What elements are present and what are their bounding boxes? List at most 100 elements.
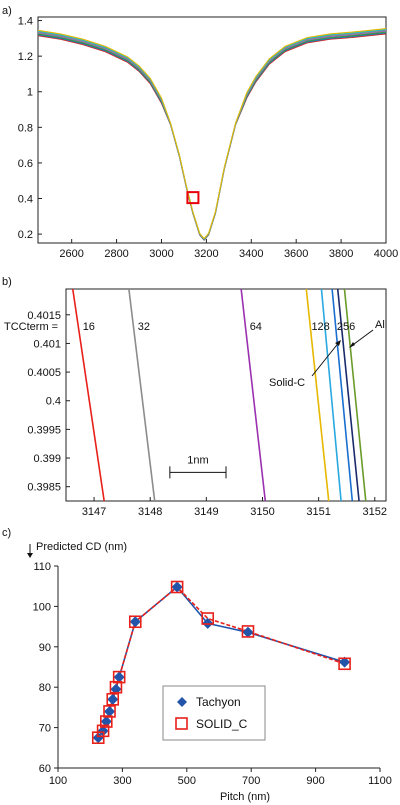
x-tick-label: 3200: [194, 248, 218, 260]
y-tick-label: 0.4015: [27, 310, 61, 322]
legend: Tachyon SOLID_C: [162, 685, 266, 741]
panel-c-series: [91, 580, 351, 745]
x-tick-label: 4000: [374, 248, 398, 260]
data-point-solid-c: [109, 680, 123, 694]
series-line: [37, 29, 387, 240]
y-tick-label: 90: [39, 642, 51, 654]
legend-box: [162, 685, 266, 741]
panel-b-frame: [65, 288, 387, 502]
y-tick-label: 110: [33, 561, 51, 573]
data-point-tachyon: [100, 716, 112, 728]
data-point-tachyon: [107, 693, 119, 705]
y-tick-label: 60: [39, 763, 51, 775]
panel-a-curves: [37, 28, 387, 241]
y-tick-label: 0.399: [33, 453, 61, 465]
data-point-solid-c: [170, 580, 184, 594]
data-point-tachyon: [339, 656, 351, 668]
arrow-all-head: [349, 342, 355, 348]
panel-a-ticks: 2600 2800 3000 3200 3400 3600 3800 4000 0.2 0.4 0.…: [18, 16, 399, 260]
panel-a-label: a): [2, 5, 12, 17]
data-point-tachyon: [97, 725, 109, 737]
line-label: 128: [311, 321, 329, 333]
data-point-solid-c: [100, 715, 113, 728]
series-line: [37, 30, 387, 240]
legend-label-tachyon: Tachyon: [196, 695, 241, 709]
x-tick-label: 300: [113, 775, 131, 787]
y-tick-label: 1.4: [18, 16, 33, 28]
highlight-square: [186, 191, 200, 205]
line-label: 256: [337, 321, 355, 333]
data-point-solid-c: [241, 625, 255, 638]
panel-b-line-labels: 16 32 64 128 256: [83, 321, 356, 333]
series-line: [37, 33, 387, 241]
panel-b-ticks: 3147 3148 3149 3150 3151 3152 0.3985 0.399 0.399…: [27, 310, 387, 518]
x-axis-label: Pitch (nm): [220, 791, 270, 803]
data-point-solid-c: [106, 693, 120, 706]
panel-b-label: b): [2, 276, 12, 288]
y-tick-label: 0.3995: [27, 424, 61, 436]
arrow-solid-c: [311, 340, 341, 377]
x-tick-label: 100: [49, 775, 67, 787]
legend-label-solid-c: SOLID_C: [196, 717, 248, 731]
data-point-solid-c: [112, 670, 126, 684]
x-tick-label: 2800: [104, 248, 128, 260]
x-tick-label: 900: [306, 775, 324, 787]
data-point-tachyon: [104, 705, 116, 717]
series-line: [37, 28, 387, 240]
data-point-tachyon: [113, 671, 125, 683]
y-tick-label: 0.3985: [27, 482, 61, 494]
scale-bar-label: 1nm: [187, 454, 208, 466]
line-label: 64: [250, 321, 262, 333]
panel-b-lines: [71, 288, 367, 502]
y-tick-label: 0.4: [18, 194, 33, 206]
data-point-solid-c: [201, 612, 215, 625]
panel-c-ticks: 100 300 500 700 900 1100 60 70 80 90 100 110: [33, 561, 392, 787]
x-tick-label: 700: [242, 775, 260, 787]
x-tick-label: 3148: [138, 506, 162, 518]
tcc-line: [336, 288, 360, 502]
y-tick-label: 0.4: [46, 396, 61, 408]
tcc-line: [305, 288, 330, 502]
arrow-solid-c-head: [335, 340, 341, 346]
annotation-all: All: [375, 319, 387, 331]
panel-b: b) 3147 3148 3149 3150 3151 3152 0.3985 0.399 0.…: [2, 276, 387, 518]
y-tick-label: 1.2: [18, 51, 33, 63]
x-tick-label: 3800: [329, 248, 353, 260]
tcc-line: [331, 288, 354, 502]
panel-a: a) 2600 2800 3000 3200 3400 3600 3800 4000 0.2 0.…: [2, 5, 398, 260]
data-point-solid-c: [338, 657, 351, 671]
tcc-line: [320, 288, 342, 502]
x-tick-label: 3400: [239, 248, 263, 260]
series-line: [37, 28, 387, 240]
line-label: 16: [83, 321, 95, 333]
tcc-line: [71, 288, 105, 502]
legend-marker-solid-c: [175, 717, 188, 730]
y-tick-label: 0.6: [18, 158, 33, 170]
y-axis-label: Predicted CD (nm): [36, 541, 127, 553]
y-tick-label: 100: [33, 601, 51, 613]
data-point-solid-c: [103, 705, 116, 718]
tcc-line: [240, 288, 267, 502]
x-tick-label: 3000: [149, 248, 173, 260]
panel-a-frame: [37, 16, 387, 244]
y-tick-label: 0.401: [33, 338, 61, 350]
y-tick-label: 1: [27, 87, 33, 99]
x-tick-label: 3150: [250, 506, 274, 518]
y-tick-label: 0.8: [18, 122, 33, 134]
tcc-line: [128, 288, 156, 502]
annotation-solid-c: Solid-C: [269, 377, 305, 389]
x-tick-label: 3600: [284, 248, 308, 260]
x-tick-label: 3149: [194, 506, 218, 518]
x-tick-label: 3151: [306, 506, 330, 518]
x-tick-label: 3147: [82, 506, 106, 518]
x-tick-label: 500: [178, 775, 196, 787]
y-tick-label: 0.4005: [27, 367, 61, 379]
y-tick-label: 80: [39, 682, 51, 694]
x-tick-label: 2600: [59, 248, 83, 260]
line-label: 32: [138, 321, 150, 333]
tccterm-prefix: TCCterm =: [4, 321, 61, 333]
y-tick-label: 70: [39, 723, 51, 735]
x-tick-label: 3152: [363, 506, 387, 518]
y-axis-label-arrow-head: [27, 553, 33, 558]
